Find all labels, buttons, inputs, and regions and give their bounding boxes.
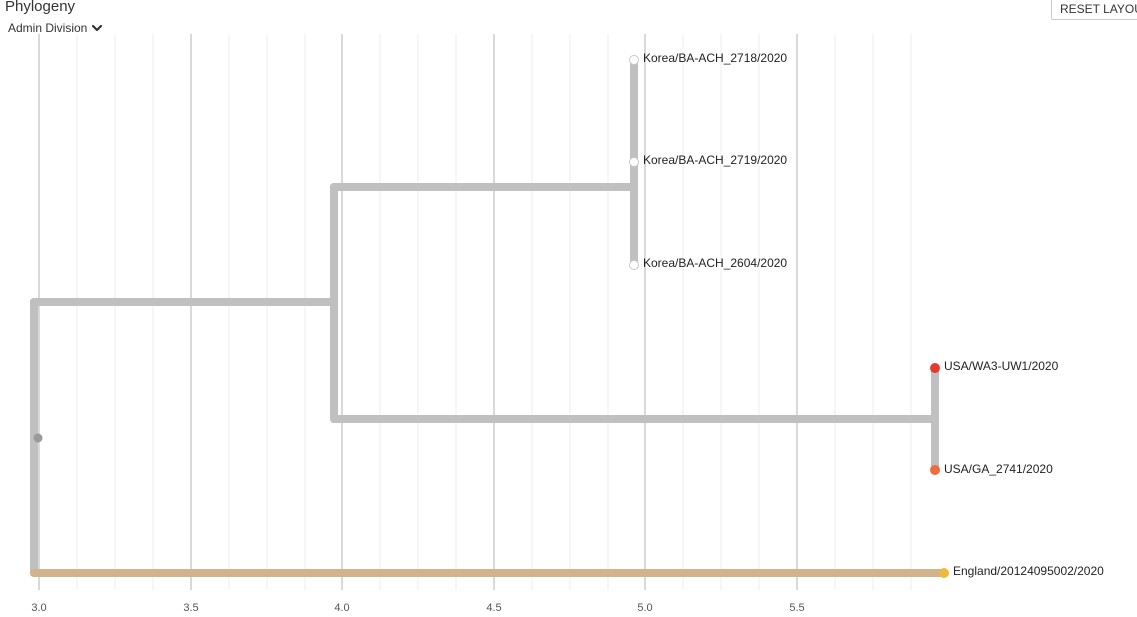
tips: Korea/BA-ACH_2718/2020 Korea/BA-ACH_2719… [629, 51, 1104, 578]
tick-label: 3.5 [183, 602, 198, 614]
tip-node[interactable] [629, 260, 639, 270]
tip-label[interactable]: Korea/BA-ACH_2719/2020 [643, 153, 787, 167]
tip-node[interactable] [930, 465, 940, 475]
tip-label[interactable]: England/20124095002/2020 [953, 564, 1104, 578]
tip-label[interactable]: USA/GA_2741/2020 [944, 462, 1053, 476]
reset-layout-button[interactable]: RESET LAYOUT [1051, 0, 1137, 20]
color-by-label: Admin Division [8, 21, 88, 35]
tip-node[interactable] [629, 55, 639, 65]
tip-label[interactable]: Korea/BA-ACH_2604/2020 [643, 256, 787, 270]
tick-label: 5.0 [637, 602, 652, 614]
color-by-dropdown[interactable]: Admin Division [8, 21, 103, 35]
tip-label[interactable]: USA/WA3-UW1/2020 [944, 359, 1059, 373]
axis-tick-labels: 3.0 3.5 4.0 4.5 5.0 5.5 [31, 602, 804, 614]
tip-node[interactable] [629, 157, 639, 167]
panel-title: Phylogeny [5, 0, 76, 15]
tick-label: 4.5 [486, 602, 501, 614]
tip-label[interactable]: Korea/BA-ACH_2718/2020 [643, 51, 787, 65]
grid [38, 34, 912, 590]
tip-node[interactable] [939, 568, 949, 578]
tick-label: 5.5 [789, 602, 804, 614]
tick-label: 3.0 [31, 602, 46, 614]
chevron-down-icon [92, 24, 103, 32]
branches [30, 56, 948, 577]
tick-label: 4.0 [334, 602, 349, 614]
root-node[interactable] [33, 433, 43, 443]
tip-node[interactable] [930, 363, 940, 373]
